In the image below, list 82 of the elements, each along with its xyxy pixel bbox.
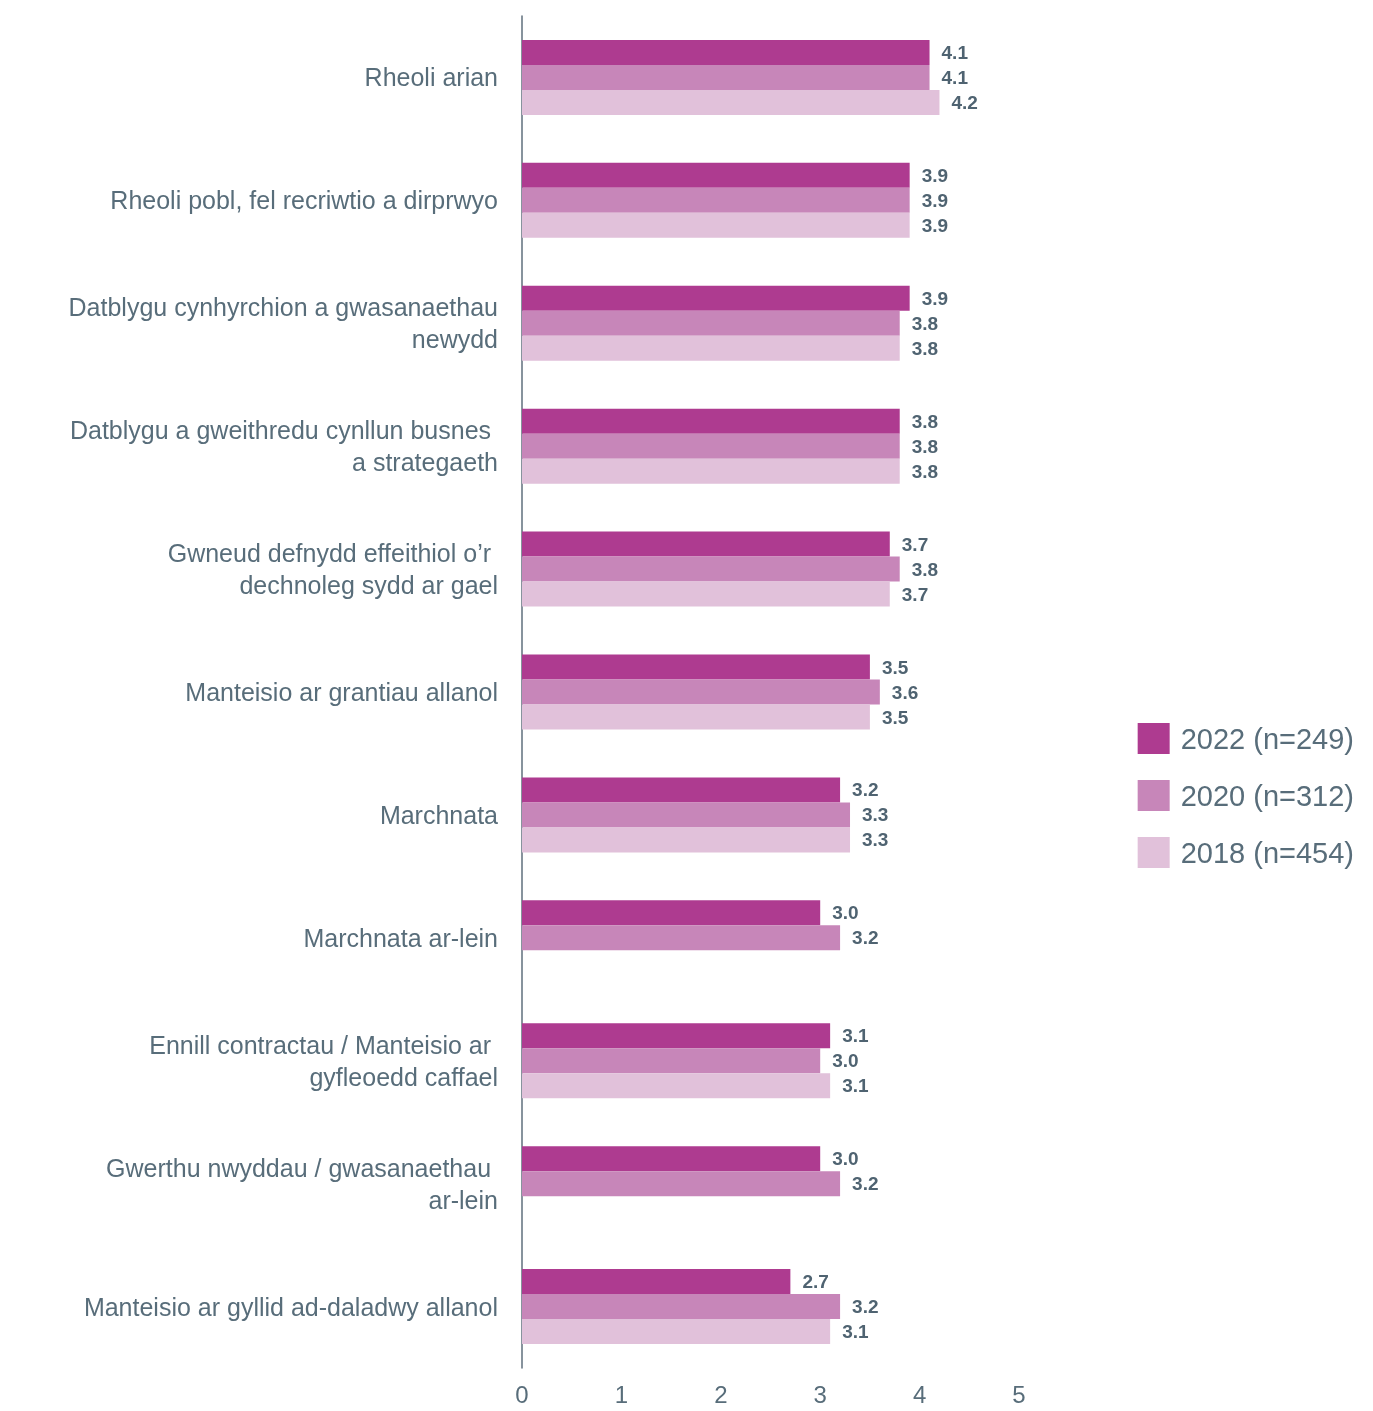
data-label: 3.2 — [852, 779, 879, 801]
data-label: 3.8 — [911, 460, 939, 482]
data-label: 3.7 — [901, 583, 929, 605]
legend-label: 2020 (n=312) — [1180, 779, 1355, 812]
bar — [522, 925, 841, 951]
data-label: 3.1 — [842, 1321, 869, 1343]
data-label: 3.7 — [901, 533, 929, 555]
y-tick-label: Gwerthu nwyddau / gwasanaethau ar-lein — [106, 1153, 498, 1214]
bar — [522, 1023, 831, 1049]
data-label: 3.2 — [852, 1296, 879, 1318]
data-label: 3.8 — [911, 558, 939, 580]
bar — [522, 335, 900, 361]
bar — [522, 433, 900, 459]
bar — [522, 64, 930, 90]
data-label: 3.5 — [881, 656, 909, 678]
data-label: 4.1 — [941, 66, 969, 88]
data-label: 2.7 — [802, 1271, 829, 1293]
bar — [522, 187, 910, 213]
y-tick-label: Marchnata ar-lein — [303, 923, 498, 952]
bar — [522, 581, 890, 607]
bar — [522, 654, 870, 680]
bar — [522, 531, 890, 557]
bar — [522, 89, 940, 115]
bar — [522, 458, 900, 484]
y-tick-label: Manteisio ar grantiau allanol — [185, 678, 498, 706]
data-label: 3.5 — [881, 706, 909, 728]
data-label: 3.9 — [921, 287, 949, 309]
x-tick-label: 5 — [1012, 1380, 1026, 1408]
y-tick-label: Datblygu a gweithredu cynllun busnes a strategaeth — [69, 416, 498, 477]
x-tick-label: 1 — [614, 1380, 629, 1408]
bar — [522, 285, 910, 311]
data-label: 3.9 — [921, 164, 949, 186]
legend-label: 2022 (n=249) — [1180, 722, 1355, 755]
bar — [522, 679, 880, 705]
data-label: 3.8 — [911, 435, 939, 457]
bar — [522, 1171, 841, 1197]
bar — [522, 556, 900, 582]
bar — [522, 310, 900, 336]
y-tick-label: Datblygu cynhyrchion a gwasanaethau newydd — [68, 293, 498, 354]
bar — [522, 1319, 831, 1345]
data-label: 3.8 — [911, 312, 939, 334]
data-label: 4.1 — [941, 41, 969, 63]
data-label: 3.0 — [832, 1050, 859, 1072]
y-tick-label: Manteisio ar gyllid ad-daladwy allanol — [83, 1292, 498, 1321]
data-label: 4.2 — [951, 91, 978, 113]
y-tick-label: Marchnata — [379, 800, 499, 829]
y-tick-label: Rheoli arian — [364, 63, 498, 92]
bar — [522, 408, 900, 434]
data-label: 3.2 — [852, 927, 879, 949]
data-label: 3.8 — [911, 337, 939, 359]
y-tick-label: Ennill contractau / Manteisio ar gyfleoedd caffael — [149, 1030, 498, 1091]
data-label: 3.6 — [891, 681, 919, 703]
data-label: 3.3 — [862, 804, 889, 826]
data-label: 3.0 — [832, 902, 859, 924]
bar — [522, 1269, 791, 1295]
y-tick-label: Rheoli pobl, fel recriwtio a dirprwyo — [110, 186, 498, 215]
y-tick-label: Gwneud defnydd effeithiol o’r dechnoleg sydd ar gael — [167, 539, 498, 600]
bar — [522, 39, 930, 65]
x-tick-label: 3 — [813, 1380, 827, 1408]
data-label: 3.1 — [842, 1025, 869, 1047]
bar — [522, 827, 851, 853]
data-label: 3.9 — [921, 189, 949, 211]
x-tick-label: 4 — [912, 1380, 927, 1408]
bar — [522, 704, 870, 730]
data-label: 3.3 — [862, 829, 889, 851]
bar — [522, 802, 851, 828]
x-tick-label: 2 — [714, 1380, 728, 1408]
bar — [522, 1073, 831, 1099]
bar — [522, 1294, 841, 1320]
legend-label: 2018 (n=454) — [1180, 836, 1355, 869]
data-label: 3.2 — [852, 1173, 879, 1195]
bar — [522, 900, 821, 926]
data-label: 3.1 — [842, 1075, 869, 1097]
bar — [522, 212, 910, 238]
bar — [522, 1146, 821, 1172]
data-label: 3.8 — [911, 410, 939, 432]
bar — [522, 162, 910, 188]
bar — [522, 777, 841, 803]
data-label: 3.0 — [832, 1148, 859, 1170]
x-tick-label: 0 — [515, 1380, 529, 1408]
bar — [522, 1048, 821, 1074]
data-label: 3.9 — [921, 214, 949, 236]
